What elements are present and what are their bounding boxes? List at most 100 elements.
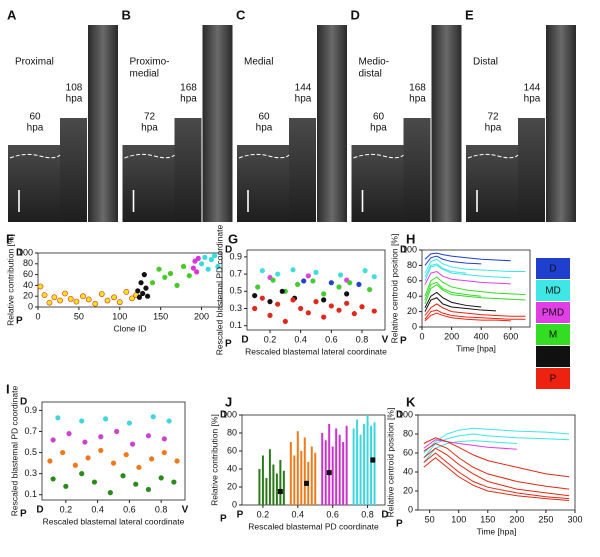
point	[60, 449, 66, 456]
panel-label: I	[6, 381, 10, 396]
panel-title: Medio-	[359, 57, 390, 68]
x-axis-label: Time [hpa]	[477, 526, 517, 536]
boundary	[238, 153, 290, 159]
point	[144, 293, 151, 299]
x-tick-label: 300	[567, 514, 582, 524]
trajectory	[424, 255, 482, 266]
time-label: 144	[295, 83, 312, 94]
point	[102, 416, 109, 422]
panel-label: G	[228, 231, 238, 246]
point	[310, 278, 316, 284]
y-tick-label: 20	[23, 291, 33, 301]
y-end-label: P	[400, 336, 407, 347]
legend-swatch	[536, 324, 570, 345]
point	[202, 254, 208, 260]
image	[202, 25, 233, 222]
time-label: 72	[487, 112, 499, 123]
image	[8, 145, 60, 222]
point	[174, 282, 180, 288]
mean-marker	[326, 470, 332, 476]
x-end-label: D	[241, 335, 248, 346]
time-label: hpa	[485, 123, 502, 134]
legend-swatch	[536, 280, 570, 301]
x-tick-label: 0.4	[292, 509, 305, 519]
y-tick-label: 40	[407, 291, 417, 301]
point	[149, 280, 156, 286]
panel-label: J	[225, 394, 232, 409]
y-axis-label: Relative centroid position [%]	[389, 234, 399, 344]
point	[162, 274, 168, 280]
point	[107, 490, 113, 496]
point	[98, 447, 104, 454]
x-tick-label: 400	[474, 331, 489, 341]
x-tick-label: 0.2	[257, 509, 270, 519]
legend-label: PMD	[542, 308, 564, 319]
point	[290, 297, 296, 303]
point	[359, 304, 365, 310]
point	[158, 475, 164, 481]
x-axis-label: Rescaled blastemal lateral coordinate	[245, 346, 387, 356]
time-label: hpa	[524, 94, 541, 105]
y-tick-label: 0.3	[229, 303, 242, 313]
trajectory	[423, 439, 517, 450]
legend-label: P	[550, 374, 557, 385]
x-axis-label: Rescaled blastemal PD coordinate	[248, 521, 379, 531]
y-tick-label: 0	[28, 301, 33, 311]
time-label: 72	[144, 112, 156, 123]
y-tick-label: 0.1	[24, 489, 37, 499]
point	[279, 288, 285, 294]
point	[51, 294, 58, 301]
point	[156, 266, 162, 272]
trajectory	[423, 457, 570, 501]
point	[180, 263, 187, 270]
point	[85, 296, 92, 303]
x-tick-label: 0.2	[264, 334, 277, 344]
point	[336, 307, 342, 313]
y-end-label: D	[20, 397, 27, 408]
y-end-label: D	[396, 410, 403, 421]
point	[186, 273, 192, 279]
point	[367, 286, 373, 293]
point	[79, 418, 85, 424]
y-tick-label: 0.3	[24, 468, 37, 478]
trajectory	[423, 433, 570, 459]
point	[79, 471, 85, 477]
x-end-label: D	[381, 510, 388, 521]
image	[351, 145, 404, 222]
trajectory	[424, 263, 467, 278]
y-end-label: D	[16, 248, 23, 259]
point	[198, 261, 205, 267]
plot-frame	[421, 249, 531, 328]
panel-title: Medial	[244, 57, 273, 68]
time-label: hpa	[141, 123, 158, 134]
point	[337, 272, 344, 278]
y-tick-label: 80	[403, 428, 413, 438]
time-label: 60	[258, 112, 270, 123]
trajectory	[423, 442, 570, 490]
point	[141, 272, 147, 278]
image	[466, 145, 518, 222]
trajectory	[423, 437, 570, 478]
y-axis-label: Relative centroid position [%]	[385, 408, 395, 518]
time-label: 60	[29, 112, 41, 123]
trajectory	[424, 309, 526, 320]
point	[351, 311, 357, 317]
time-label: 168	[409, 83, 426, 94]
y-tick-label: 20	[403, 485, 413, 495]
point	[275, 301, 281, 307]
time-label: 60	[373, 112, 385, 123]
point	[111, 294, 117, 301]
time-label: hpa	[66, 94, 83, 105]
x-tick-label: 200	[444, 331, 459, 341]
y-tick-label: 0.5	[229, 286, 242, 296]
point	[212, 253, 218, 259]
plot-frame	[37, 252, 223, 308]
y-tick-label: 80	[407, 260, 417, 270]
point	[344, 300, 350, 306]
trajectory	[424, 258, 526, 274]
point	[194, 269, 200, 275]
plot-frame	[417, 414, 576, 511]
point	[91, 479, 98, 485]
mean-marker	[370, 457, 376, 463]
